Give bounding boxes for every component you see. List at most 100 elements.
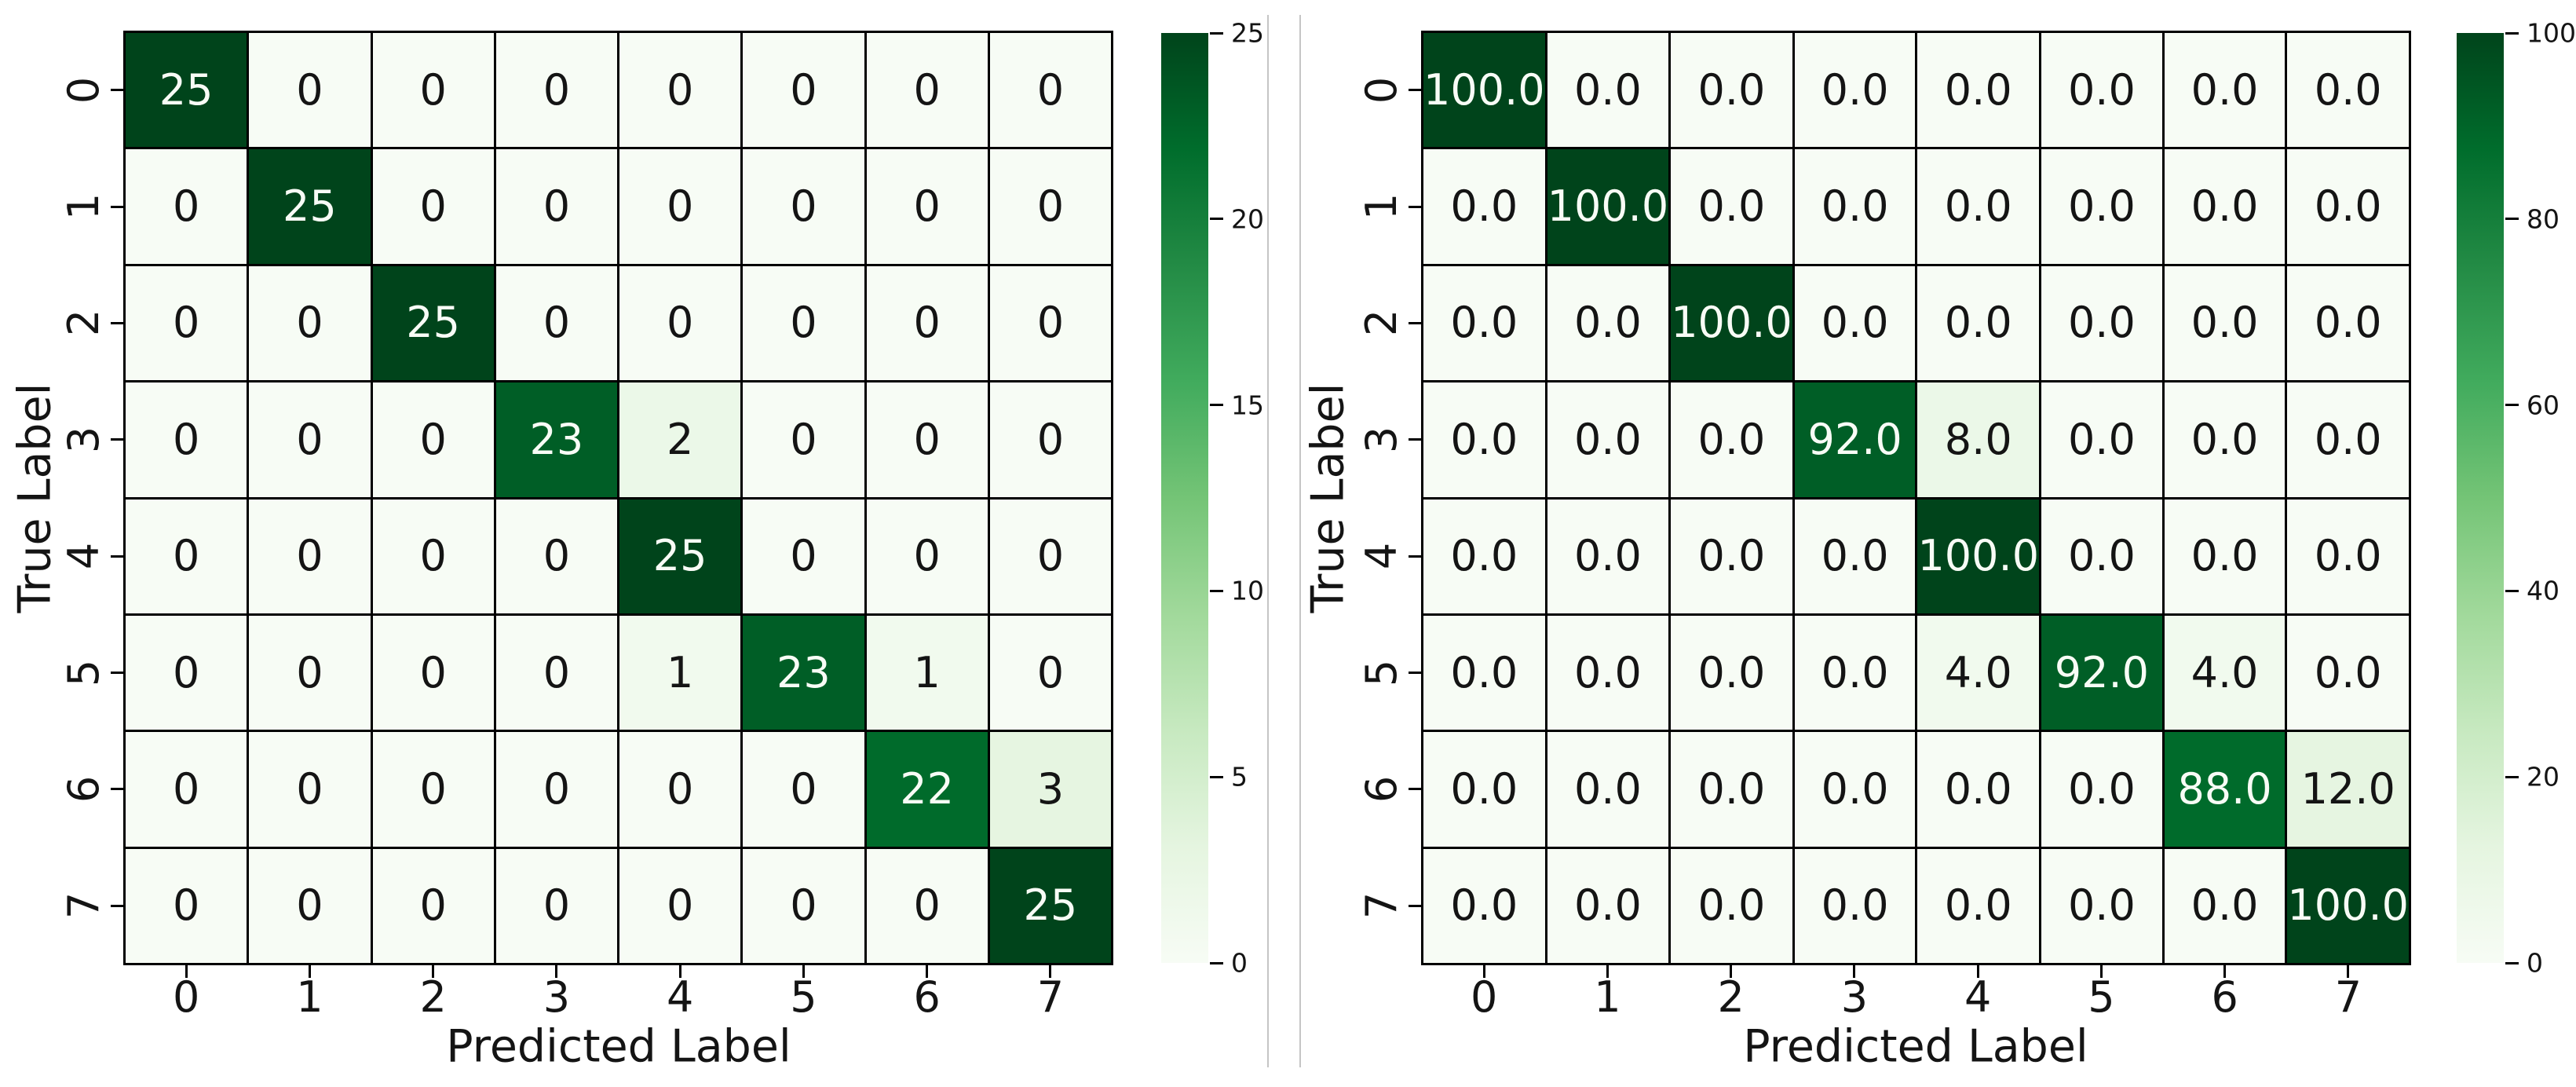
y-tick-mark	[1409, 904, 1421, 907]
y-tick-label: 2	[1357, 309, 1406, 337]
heatmap-cell-r1-c6: 0	[866, 149, 988, 264]
y-tick-mark	[111, 89, 123, 92]
heatmap-cell-r5-c1: 0.0	[1547, 615, 1669, 730]
heatmap-cell-r2-c6: 0	[866, 265, 988, 381]
x-tick-mark	[185, 965, 188, 978]
heatmap-cell-r6-c5: 0.0	[2041, 732, 2162, 847]
heatmap-cell-r2-c1: 0.0	[1547, 265, 1669, 381]
heatmap-cell-r0-c0: 100.0	[1423, 33, 1545, 148]
colorbar-tick-mark	[1210, 775, 1223, 778]
heatmap-cell-r6-c2: 0	[372, 732, 494, 847]
colorbar-tick-mark	[2505, 218, 2519, 221]
colorbar-tick-label: 20	[1231, 203, 1264, 235]
colorbar-tick-mark	[1210, 218, 1223, 221]
x-tick-mark	[2223, 965, 2227, 978]
y-tick-label: 5	[1357, 659, 1406, 686]
x-tick-label: 4	[666, 972, 694, 1022]
y-tick-label: 0	[59, 76, 108, 104]
heatmap-cell-r5-c4: 1	[619, 615, 741, 730]
y-tick-label: 7	[1357, 892, 1406, 920]
panel-divider-left-line	[1267, 15, 1269, 1067]
heatmap-cell-r6-c5: 0	[743, 732, 864, 847]
colorbar-tick-label: 0	[2527, 947, 2543, 979]
heatmap-cell-r6-c2: 0.0	[1671, 732, 1792, 847]
heatmap-cell-r1-c1: 25	[249, 149, 371, 264]
heatmap-cell-r1-c0: 0.0	[1423, 149, 1545, 264]
heatmap-cell-r2-c7: 0.0	[2287, 265, 2409, 381]
heatmap-cell-r0-c4: 0	[619, 33, 741, 148]
y-tick-label: 2	[59, 309, 108, 337]
heatmap-cell-r7-c3: 0.0	[1794, 848, 1916, 963]
heatmap-cell-r7-c4: 0.0	[1917, 848, 2040, 963]
confusion-matrix-counts-grid: 25 0 0 0 0 0 0 0 0 25 0 0 0 0 0 0 0 0 25 0 0 0 0 0 0 0 0 23 2 0 0 0 0 0 0 0…	[123, 31, 1113, 965]
heatmap-cell-r2-c5: 0	[743, 265, 864, 381]
heatmap-cell-r3-c4: 2	[619, 382, 741, 497]
heatmap-cell-r7-c7: 100.0	[2287, 848, 2409, 963]
confusion-matrix-percent-grid: 100.0 0.0 0.0 0.0 0.0 0.0 0.0 0.0 0.0 100.0 0.0 0.0…	[1421, 31, 2411, 965]
x-tick-mark	[1482, 965, 1485, 978]
heatmap-cell-r5-c3: 0	[495, 615, 617, 730]
heatmap-cell-r2-c6: 0.0	[2164, 265, 2286, 381]
colorbar-tick-label: 60	[2527, 390, 2560, 421]
confusion-matrix-percent-colorbar	[2457, 33, 2504, 963]
heatmap-cell-r0-c7: 0.0	[2287, 33, 2409, 148]
heatmap-cell-r5-c0: 0	[126, 615, 247, 730]
heatmap-cell-r5-c6: 4.0	[2164, 615, 2286, 730]
x-tick-label: 7	[2334, 972, 2362, 1022]
heatmap-cell-r3-c2: 0.0	[1671, 382, 1792, 497]
colorbar-tick-mark	[1210, 589, 1223, 592]
y-tick-mark	[111, 321, 123, 324]
heatmap-cell-r6-c4: 0	[619, 732, 741, 847]
heatmap-cell-r0-c4: 0.0	[1917, 33, 2040, 148]
heatmap-cell-r1-c2: 0.0	[1671, 149, 1792, 264]
colorbar-tick-label: 10	[1231, 575, 1264, 606]
heatmap-cell-r7-c7: 25	[989, 848, 1111, 963]
heatmap-cell-r3-c1: 0.0	[1547, 382, 1669, 497]
heatmap-cell-r5-c0: 0.0	[1423, 615, 1545, 730]
y-tick-mark	[1409, 205, 1421, 208]
y-tick-mark	[111, 904, 123, 907]
y-tick-label: 4	[59, 543, 108, 570]
x-tick-mark	[1730, 965, 1733, 978]
colorbar-tick-mark	[2505, 404, 2519, 407]
heatmap-cell-r1-c5: 0	[743, 149, 864, 264]
heatmap-cell-r3-c5: 0.0	[2041, 382, 2162, 497]
heatmap-cell-r6-c7: 12.0	[2287, 732, 2409, 847]
heatmap-cell-r2-c0: 0.0	[1423, 265, 1545, 381]
x-tick-label: 1	[1594, 972, 1621, 1022]
colorbar-tick-label: 100	[2527, 17, 2576, 49]
y-tick-label: 0	[1357, 76, 1406, 104]
heatmap-cell-r2-c2: 100.0	[1671, 265, 1792, 381]
x-tick-mark	[802, 965, 805, 978]
heatmap-cell-r5-c5: 92.0	[2041, 615, 2162, 730]
colorbar-tick-mark	[1210, 404, 1223, 407]
heatmap-cell-r6-c7: 3	[989, 732, 1111, 847]
heatmap-cell-r3-c2: 0	[372, 382, 494, 497]
heatmap-cell-r1-c7: 0.0	[2287, 149, 2409, 264]
x-tick-label: 2	[419, 972, 447, 1022]
y-tick-label: 5	[59, 659, 108, 686]
heatmap-cell-r3-c3: 23	[495, 382, 617, 497]
heatmap-cell-r4-c5: 0.0	[2041, 499, 2162, 613]
heatmap-cell-r6-c4: 0.0	[1917, 732, 2040, 847]
colorbar-tick-mark	[1210, 31, 1223, 35]
y-tick-label: 3	[1357, 426, 1406, 453]
x-tick-label: 7	[1036, 972, 1065, 1022]
x-tick-mark	[432, 965, 435, 978]
y-tick-mark	[1409, 321, 1421, 324]
heatmap-cell-r1-c0: 0	[126, 149, 247, 264]
heatmap-cell-r2-c7: 0	[989, 265, 1111, 381]
heatmap-cell-r0-c0: 25	[126, 33, 247, 148]
x-tick-label: 1	[296, 972, 323, 1022]
heatmap-cell-r0-c6: 0	[866, 33, 988, 148]
heatmap-cell-r1-c3: 0.0	[1794, 149, 1916, 264]
y-tick-mark	[111, 788, 123, 791]
colorbar-tick-mark	[2505, 31, 2519, 35]
x-tick-mark	[926, 965, 929, 978]
x-tick-mark	[1606, 965, 1609, 978]
x-tick-label: 6	[2211, 972, 2238, 1022]
heatmap-cell-r7-c3: 0	[495, 848, 617, 963]
heatmap-cell-r4-c0: 0	[126, 499, 247, 613]
heatmap-cell-r1-c4: 0	[619, 149, 741, 264]
